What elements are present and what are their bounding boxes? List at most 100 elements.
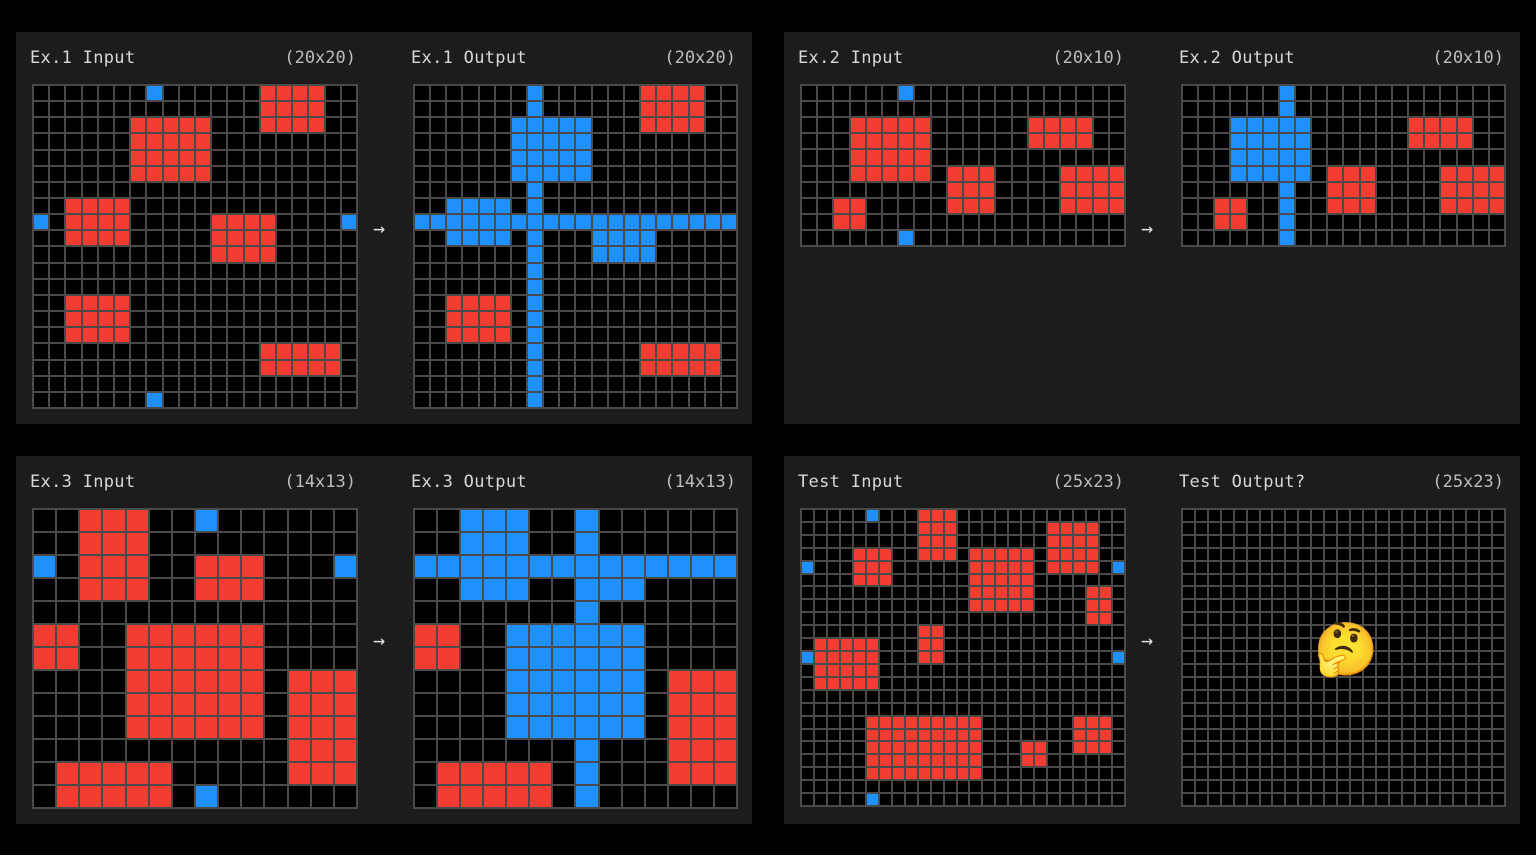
empty-cell <box>818 214 833 229</box>
empty-cell <box>50 199 65 214</box>
empty-cell <box>163 263 178 278</box>
red-cell <box>657 102 672 117</box>
empty-cell <box>1480 587 1492 599</box>
empty-cell <box>721 376 736 391</box>
empty-cell <box>592 344 607 359</box>
empty-cell <box>957 664 969 676</box>
empty-cell <box>1428 677 1440 689</box>
empty-cell <box>1035 574 1047 586</box>
empty-cell <box>1299 716 1311 728</box>
empty-cell <box>34 328 49 343</box>
empty-cell <box>983 755 995 767</box>
empty-cell <box>1231 230 1246 245</box>
empty-cell <box>1195 677 1207 689</box>
empty-cell <box>57 740 79 761</box>
red-cell <box>447 328 462 343</box>
empty-cell <box>1296 230 1311 245</box>
empty-cell <box>325 312 340 327</box>
red-cell <box>103 556 125 577</box>
empty-cell <box>1312 613 1324 625</box>
empty-cell <box>1208 768 1220 780</box>
red-cell <box>1457 182 1472 197</box>
red-cell <box>242 717 264 738</box>
empty-cell <box>463 166 478 181</box>
empty-cell <box>1247 548 1259 560</box>
empty-cell <box>1376 703 1388 715</box>
empty-cell <box>1247 214 1262 229</box>
empty-cell <box>1467 716 1479 728</box>
empty-cell <box>495 86 510 101</box>
empty-cell <box>1215 86 1230 101</box>
empty-cell <box>1325 677 1337 689</box>
empty-cell <box>1093 86 1108 101</box>
red-cell <box>1457 198 1472 213</box>
empty-cell <box>1260 742 1272 754</box>
empty-cell <box>1273 613 1285 625</box>
empty-cell <box>853 703 865 715</box>
empty-cell <box>228 150 243 165</box>
empty-cell <box>1467 729 1479 741</box>
empty-cell <box>309 247 324 262</box>
empty-cell <box>1493 652 1504 663</box>
empty-cell <box>1428 535 1440 547</box>
empty-cell <box>242 510 264 531</box>
red-cell <box>463 328 478 343</box>
empty-cell <box>1360 118 1375 133</box>
red-cell <box>172 648 194 669</box>
empty-cell <box>1363 652 1375 663</box>
empty-cell <box>34 118 49 133</box>
empty-cell <box>293 231 308 246</box>
empty-cell <box>1299 768 1311 780</box>
empty-cell <box>1312 690 1324 702</box>
empty-cell <box>1350 664 1362 676</box>
empty-cell <box>657 312 672 327</box>
empty-cell <box>673 328 688 343</box>
blue-cell <box>1263 118 1278 133</box>
empty-cell <box>1428 574 1440 586</box>
empty-cell <box>840 690 852 702</box>
empty-cell <box>1441 561 1453 573</box>
empty-cell <box>1087 768 1099 780</box>
empty-cell <box>479 118 494 133</box>
empty-cell <box>802 535 813 547</box>
empty-cell <box>996 703 1008 715</box>
empty-cell <box>228 118 243 133</box>
empty-cell <box>244 295 259 311</box>
empty-cell <box>1454 561 1466 573</box>
empty-cell <box>1100 510 1112 521</box>
empty-cell <box>1480 600 1492 612</box>
empty-cell <box>1260 535 1272 547</box>
empty-cell <box>1467 703 1479 715</box>
red-cell <box>288 694 310 715</box>
empty-cell <box>947 118 962 133</box>
empty-cell <box>103 625 125 646</box>
empty-cell <box>1183 561 1194 573</box>
output-grid-dimensions: (20x20) <box>664 48 736 68</box>
empty-cell <box>415 247 430 262</box>
empty-cell <box>244 344 259 359</box>
empty-cell <box>431 360 446 375</box>
empty-cell <box>1389 600 1401 612</box>
red-cell <box>195 694 218 715</box>
empty-cell <box>576 199 591 214</box>
empty-cell <box>461 602 483 623</box>
empty-cell <box>1441 548 1453 560</box>
empty-cell <box>212 134 227 149</box>
empty-cell <box>947 86 962 101</box>
empty-cell <box>721 392 736 407</box>
empty-cell <box>544 102 559 117</box>
blue-cell <box>576 786 598 807</box>
empty-cell <box>1028 214 1043 229</box>
empty-cell <box>1296 198 1311 213</box>
red-cell <box>228 247 243 262</box>
empty-cell <box>1467 587 1479 599</box>
empty-cell <box>50 392 65 407</box>
empty-cell <box>1208 626 1220 638</box>
empty-cell <box>1325 755 1337 767</box>
empty-cell <box>1493 677 1504 689</box>
empty-cell <box>103 602 125 623</box>
red-cell <box>1009 548 1021 560</box>
empty-cell <box>1286 574 1298 586</box>
empty-cell <box>1376 600 1388 612</box>
empty-cell <box>1376 214 1391 229</box>
